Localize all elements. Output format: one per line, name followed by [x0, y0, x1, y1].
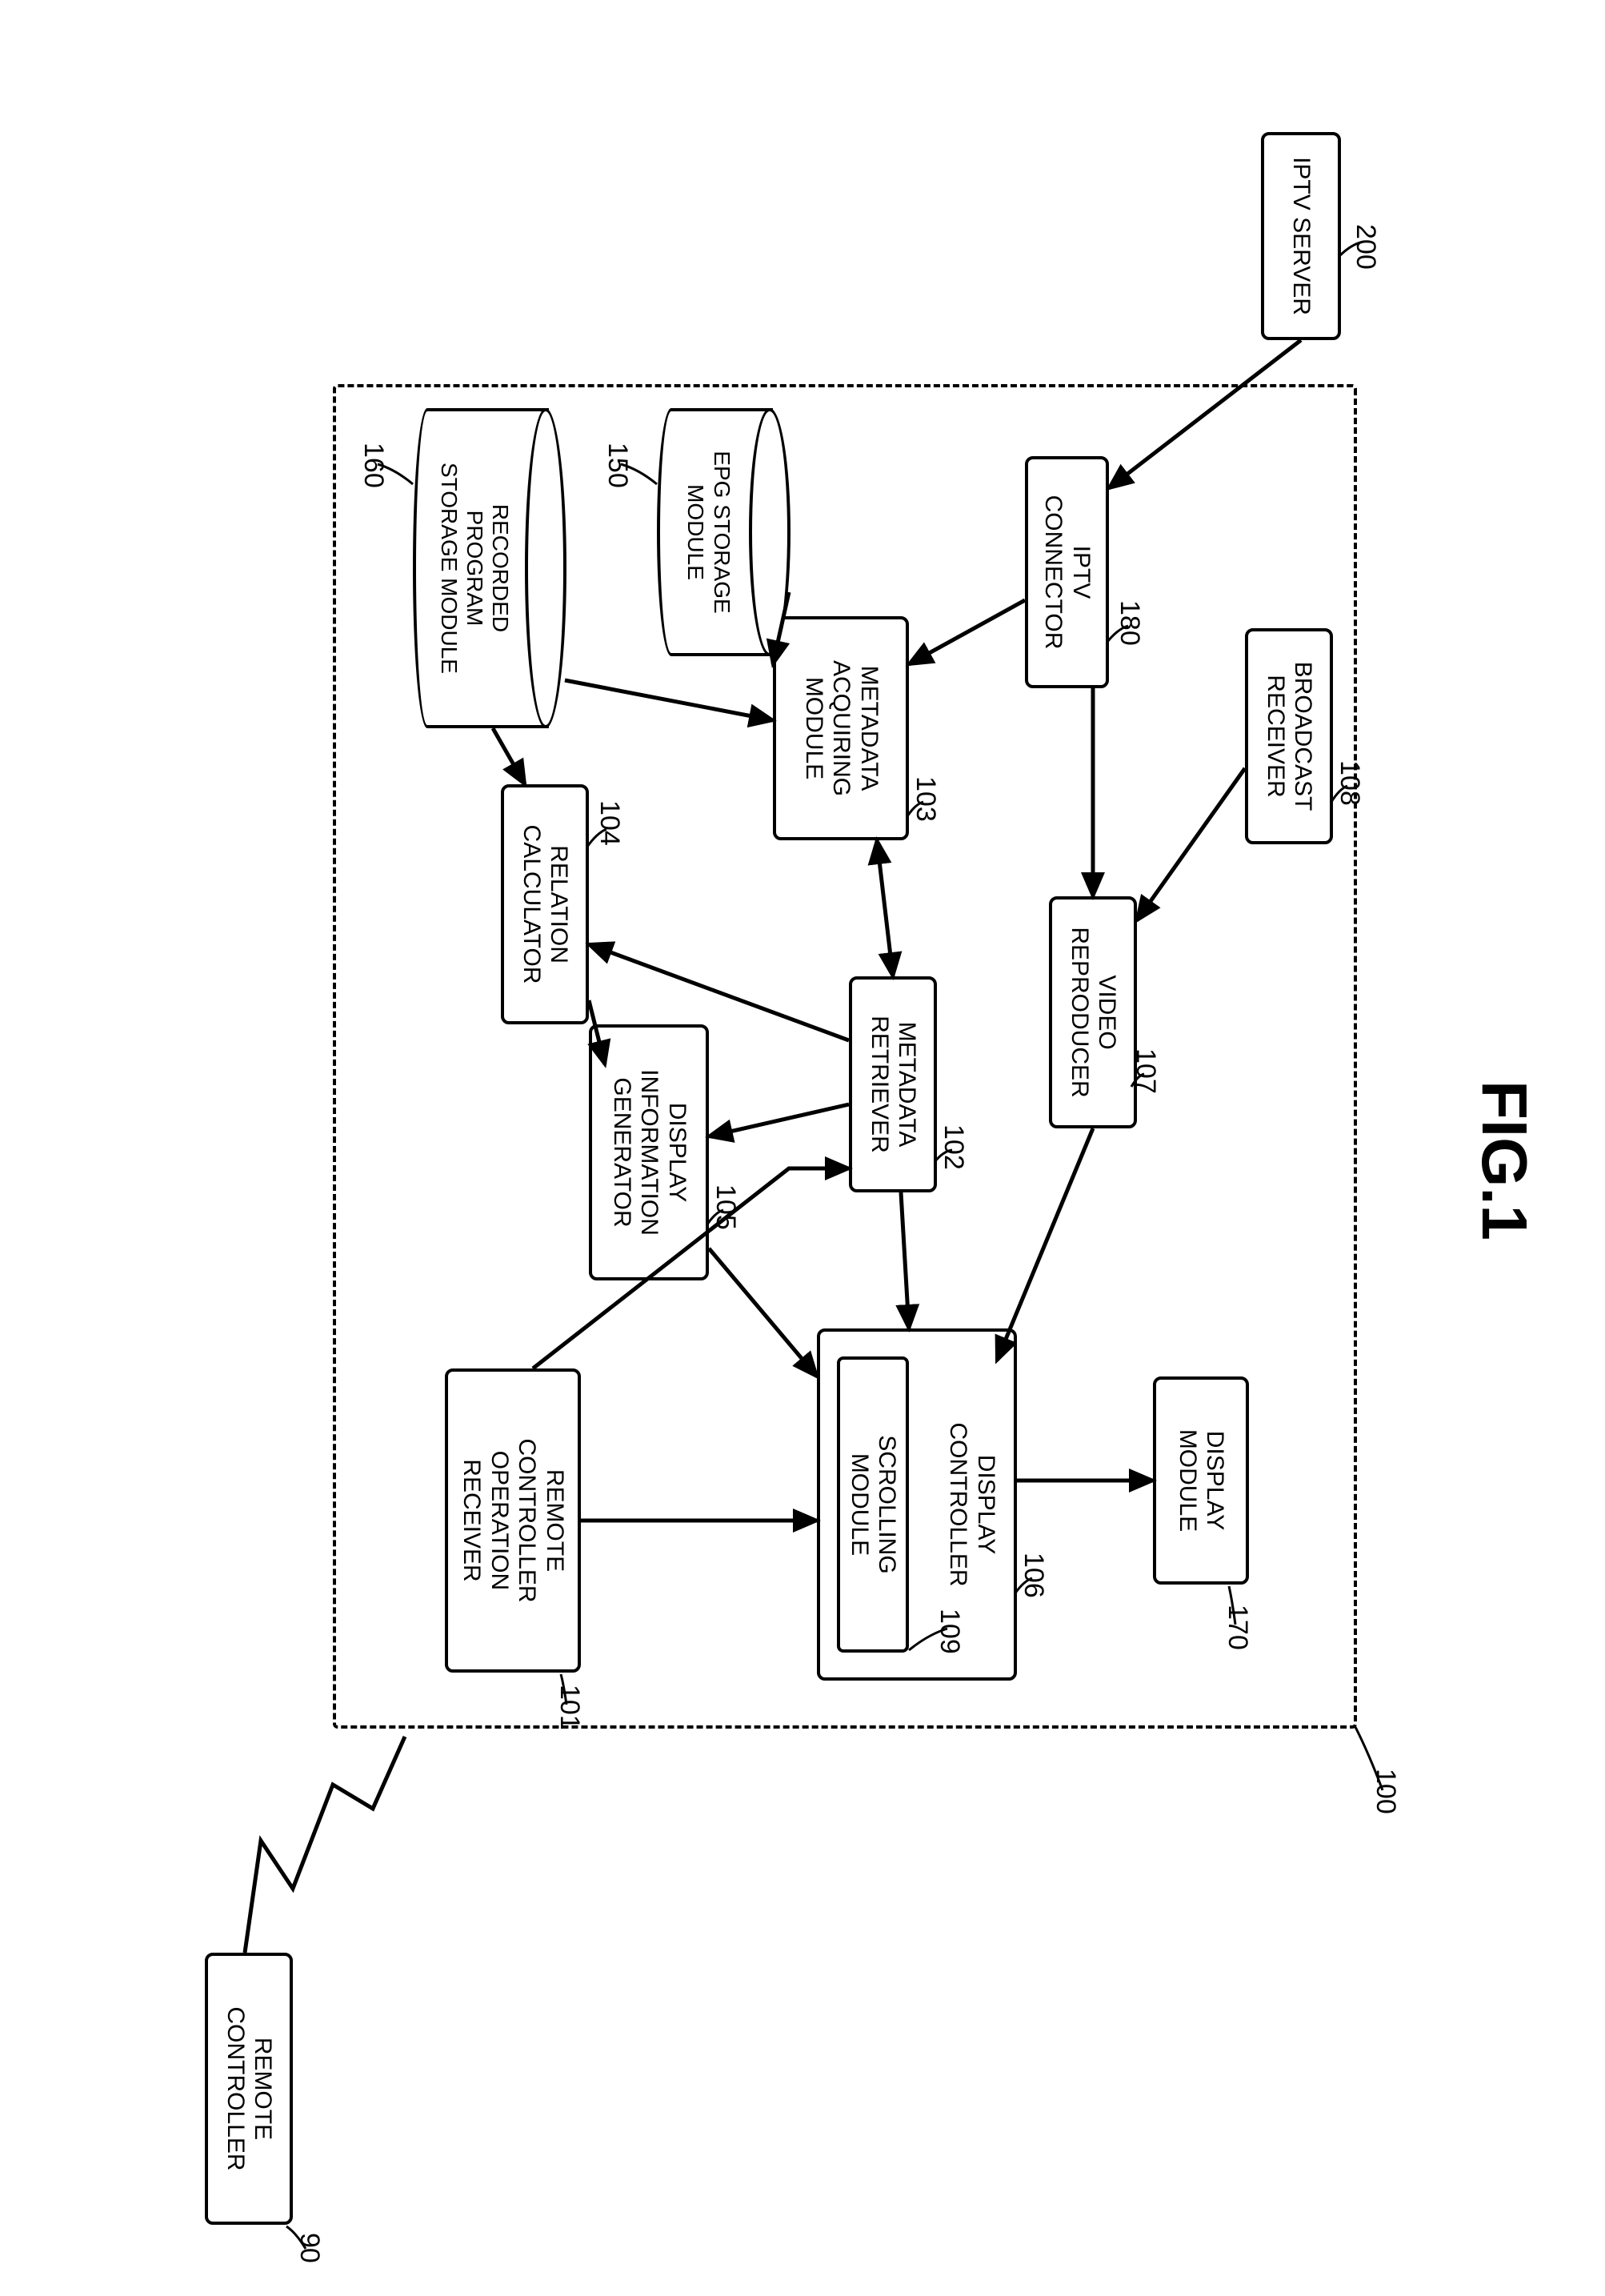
node-relation-calculator: RELATIONCALCULATOR: [501, 784, 589, 1024]
ref-metadata-retriever: 102: [938, 1124, 969, 1170]
diagram-canvas: FIG.1 100 IPTV SERVER 200 BROADCASTRECEI…: [0, 0, 1605, 1605]
ref-video-reproducer: 107: [1130, 1048, 1161, 1094]
node-iptv-server: IPTV SERVER: [1261, 132, 1341, 340]
ref-display-module: 170: [1222, 1605, 1253, 1650]
node-iptv-connector: IPTVCONNECTOR: [1025, 456, 1109, 688]
ref-display-controller: 106: [1018, 1553, 1049, 1598]
node-display-module: DISPLAYMODULE: [1153, 1376, 1249, 1585]
ref-remote-controller: 90: [294, 2233, 325, 2263]
node-remote-controller: REMOTECONTROLLER: [205, 1953, 293, 2225]
figure-title: FIG.1: [1467, 1080, 1541, 1240]
ref-remote-receiver: 101: [554, 1685, 585, 1730]
ref-recorded-storage: 160: [358, 443, 389, 488]
node-recorded-storage: RECORDEDPROGRAMSTORAGE MODULE: [413, 408, 549, 728]
node-scrolling-module: SCROLLINGMODULE: [837, 1356, 909, 1653]
node-epg-storage: EPG STORAGEMODULE: [657, 408, 773, 656]
ref-system: 100: [1370, 1769, 1401, 1814]
node-remote-receiver: REMOTECONTROLLEROPERATIONRECEIVER: [445, 1368, 581, 1673]
ref-iptv-connector: 180: [1114, 600, 1145, 646]
node-broadcast-receiver: BROADCASTRECEIVER: [1245, 628, 1333, 844]
ref-metadata-acquiring: 103: [910, 776, 941, 822]
node-metadata-retriever: METADATARETRIEVER: [849, 976, 937, 1192]
ref-iptv-server: 200: [1350, 224, 1381, 270]
ref-epg-storage: 150: [602, 443, 633, 488]
ref-broadcast-receiver: 108: [1334, 760, 1365, 806]
node-display-info-gen: DISPLAYINFORMATIONGENERATOR: [589, 1024, 709, 1280]
node-metadata-acquiring: METADATAACQUIRINGMODULE: [773, 616, 909, 840]
ref-relation-calculator: 104: [594, 800, 625, 846]
ref-scrolling-module: 109: [934, 1609, 965, 1654]
node-video-reproducer: VIDEOREPRODUCER: [1049, 896, 1137, 1128]
ref-display-info-gen: 105: [710, 1184, 741, 1230]
